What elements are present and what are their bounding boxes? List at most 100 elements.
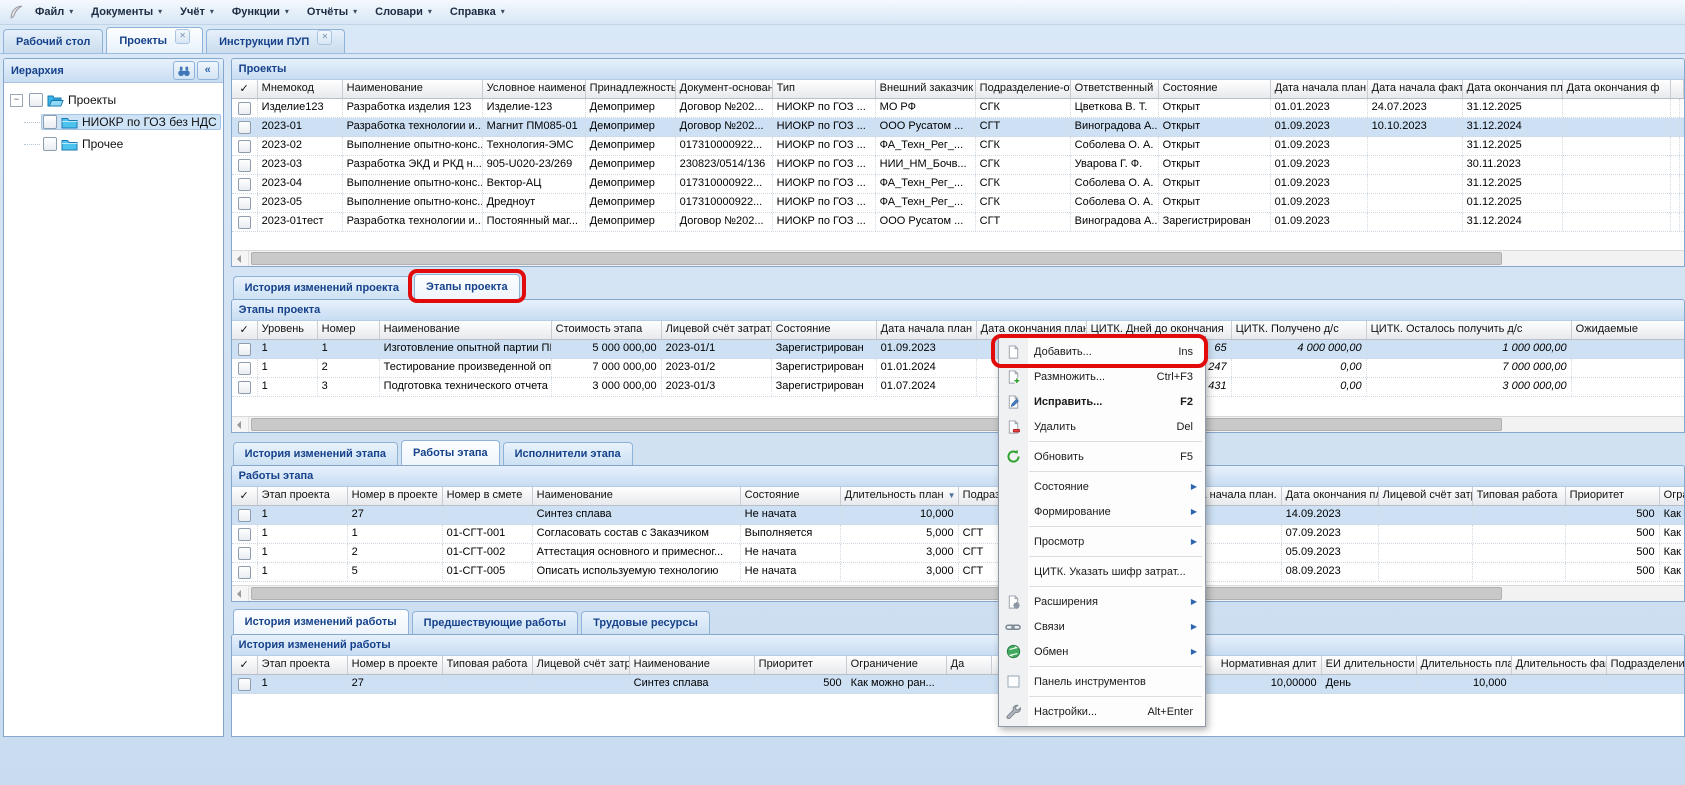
column-header[interactable]: Наименование [380,321,552,339]
select-all-column-header[interactable]: ✓ [232,321,258,339]
scroll-left-icon[interactable] [231,251,249,266]
detail-tab[interactable]: Работы этапа [401,440,500,465]
menu-item[interactable]: Справка ▾ [441,3,514,21]
column-header[interactable]: Ответственный [1071,80,1159,98]
column-header[interactable]: Документ-основан [676,80,773,98]
context-menu-item[interactable]: Добавить... Ins [991,334,1208,368]
row-checkbox[interactable] [237,546,251,560]
column-header[interactable]: Дата окончания план [977,321,1087,339]
table-row[interactable]: 2023-01тест Разработка технологии и... Пос… [231,213,1684,232]
table-row[interactable]: 1 5 01-СГТ-005 Описать используемую техноло… [231,563,1684,582]
row-checkbox[interactable] [237,565,251,579]
collapse-panel-button[interactable]: « [196,61,219,80]
column-header[interactable]: Дата окончания ф [1563,80,1671,98]
tree-item[interactable]: НИОКР по ГОЗ без НДС [6,111,221,133]
column-header[interactable]: Дата окончания пл [1463,80,1563,98]
menu-item[interactable]: Отчёты ▾ [298,3,366,21]
scroll-left-icon[interactable] [231,586,249,601]
tree-checkbox[interactable] [29,93,43,107]
column-header[interactable]: Состояние [1159,80,1271,98]
context-menu-item[interactable]: Расширения ▶ [999,589,1205,614]
column-header[interactable]: ЦИТК. Дней до окончания [1087,321,1232,339]
detail-tab[interactable]: Трудовые ресурсы [581,611,710,634]
column-header[interactable]: Номер в смете [443,487,533,505]
column-header[interactable]: Типовая работа [443,656,533,674]
table-row[interactable]: 1 2 01-СГТ-002 Аттестация основного и приме… [231,544,1684,563]
detail-tab[interactable]: История изменений проекта [232,276,412,299]
row-checkbox[interactable] [237,361,251,375]
row-checkbox[interactable] [237,380,251,394]
column-header[interactable]: Дата начала план. [1271,80,1368,98]
column-header[interactable]: Наименование [533,487,741,505]
column-header[interactable]: ЕИ длительности [1322,656,1417,674]
scroll-thumb[interactable] [250,418,1502,431]
table-row[interactable]: Изделие123 Разработка изделия 123 Изделие-… [231,99,1684,118]
column-header[interactable]: Номер [318,321,380,339]
column-header[interactable]: Ограничение [847,656,947,674]
close-icon[interactable]: ✕ [317,30,333,45]
row-checkbox[interactable] [237,139,251,153]
column-header[interactable]: Состояние [772,321,877,339]
select-all-column-header[interactable]: ✓ [232,80,258,98]
tree-checkbox[interactable] [43,137,57,151]
column-header[interactable]: Наименование [630,656,755,674]
column-header[interactable]: Типовая работа [1473,487,1566,505]
table-row[interactable]: 1 27 Синтез сплава 500 Как можно ран... 10,00… [231,675,1684,694]
tree-item-body[interactable]: Прочее [41,136,127,152]
table-row[interactable]: 1 27 Синтез сплава Не начата 10,000 14.09.202… [231,506,1684,525]
tree-item-body[interactable]: НИОКР по ГОЗ без НДС [41,114,221,130]
context-menu-item[interactable]: Обновить F5 [999,444,1205,469]
row-checkbox[interactable] [237,177,251,191]
column-header[interactable]: Наименование [343,80,483,98]
menu-item[interactable]: Словари ▾ [366,3,441,21]
menu-item[interactable]: Документы ▾ [82,3,171,21]
context-menu-item[interactable]: Формирование ▶ [999,499,1205,524]
tree-item[interactable]: − Проекты [6,89,221,111]
row-checkbox[interactable] [237,196,251,210]
scroll-left-icon[interactable] [231,417,249,432]
row-checkbox[interactable] [237,120,251,134]
table-row[interactable]: 2023-03 Разработка ЭКД и РКД н... 905-U020… [231,156,1684,175]
column-header[interactable]: Приоритет [755,656,847,674]
table-row[interactable]: 2023-05 Выполнение опытно-конс... Дредноут… [231,194,1684,213]
menu-item[interactable]: Файл ▾ [26,3,82,21]
column-header[interactable]: Тип [773,80,876,98]
context-menu-item[interactable]: Размножить... Ctrl+F3 [999,364,1205,389]
menu-item[interactable]: Учёт ▾ [171,3,223,21]
projects-horizontal-scrollbar[interactable] [231,250,1684,266]
column-header[interactable]: Номер в проекте [348,656,443,674]
row-checkbox[interactable] [237,342,251,356]
column-header[interactable]: Дата начала факт [1368,80,1463,98]
column-header[interactable]: Ожидаемые [1572,321,1684,339]
table-row[interactable]: 2023-01 Разработка технологии и... Магнит … [231,118,1684,137]
context-menu-item[interactable]: Обмен ▶ [999,639,1205,664]
tree-expander-icon[interactable]: − [10,93,23,107]
column-header[interactable]: Подразделение-ис [1607,656,1684,674]
context-menu-item[interactable]: Просмотр ▶ [999,529,1205,554]
scroll-thumb[interactable] [250,587,1502,600]
table-row[interactable]: 2023-04 Выполнение опытно-конс... Вектор-А… [231,175,1684,194]
detail-tab[interactable]: Предшествующие работы [411,611,579,634]
column-header[interactable]: Стоимость этапа [552,321,662,339]
binoculars-button[interactable] [172,61,195,80]
column-header[interactable]: Дата окончания план [1282,487,1379,505]
column-header[interactable]: Лицевой счёт затр [533,656,630,674]
table-row[interactable]: 1 3 Подготовка технического отчета с... 3 0… [231,378,1684,397]
column-header[interactable]: Внешний заказчик [876,80,976,98]
tree-item-body[interactable]: Проекты [27,92,120,108]
detail-tab[interactable]: История изменений этапа [232,442,398,465]
row-checkbox[interactable] [237,101,251,115]
row-checkbox[interactable] [237,677,251,691]
column-header[interactable]: Да [947,656,992,674]
context-menu-item[interactable]: Состояние ▶ [999,474,1205,499]
column-header[interactable]: Состояние [741,487,841,505]
row-checkbox[interactable] [237,508,251,522]
context-menu-item[interactable]: Панель инструментов [999,669,1205,694]
column-header[interactable]: Подразделение-от [976,80,1071,98]
column-header[interactable]: Длительность план ▼ [841,487,959,505]
detail-tab[interactable]: Исполнители этапа [502,442,633,465]
column-header[interactable]: Приоритет [1566,487,1660,505]
table-row[interactable]: 2023-02 Выполнение опытно-конс... Технолог… [231,137,1684,156]
